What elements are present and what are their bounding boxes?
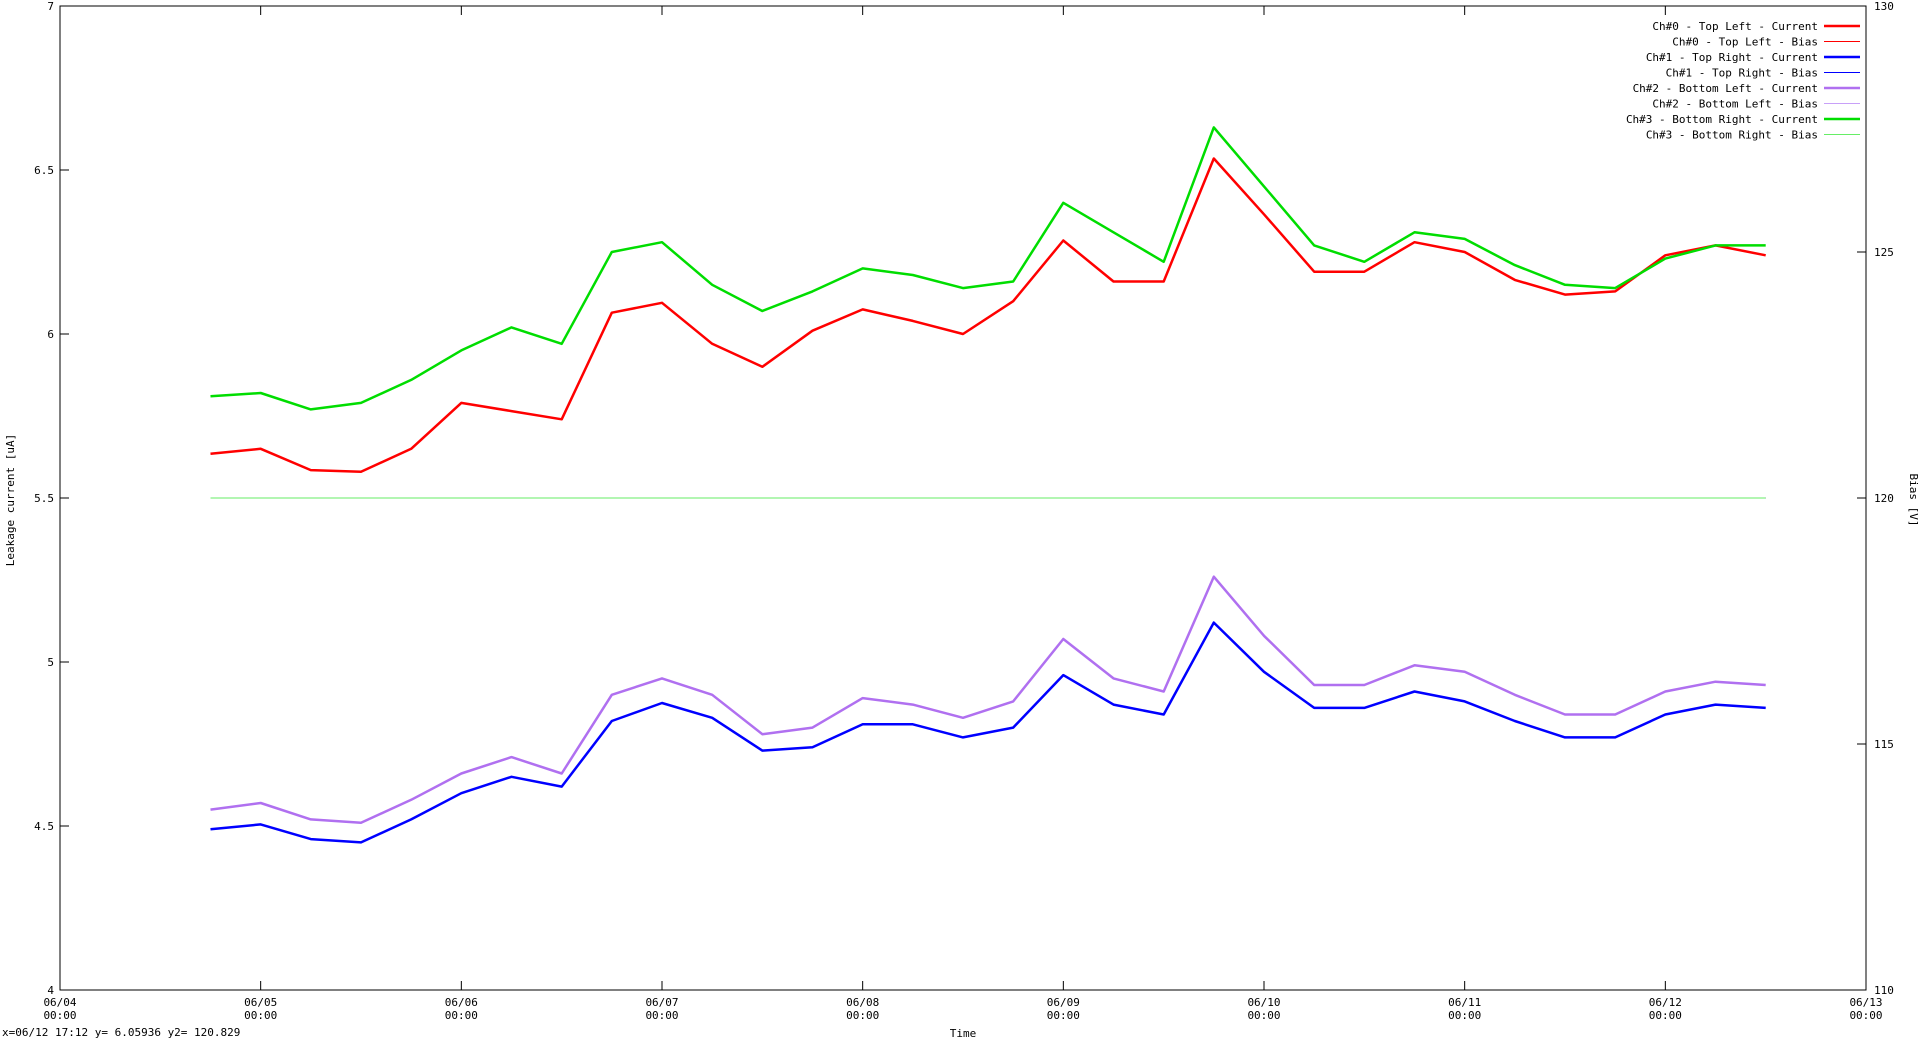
y-tick-label: 7 [47, 0, 54, 13]
legend-label: Ch#0 - Top Left - Current [1652, 20, 1818, 33]
y2-tick-label: 125 [1874, 246, 1894, 259]
legend-label: Ch#0 - Top Left - Bias [1672, 36, 1818, 49]
x-tick-label: 06/04 00:00 [43, 996, 77, 1022]
legend-label: Ch#2 - Bottom Left - Current [1633, 82, 1818, 95]
x-tick-label: 06/09 00:00 [1046, 996, 1080, 1022]
status-bar: x=06/12 17:12 y= 6.05936 y2= 120.829 [2, 1026, 241, 1039]
series-line [210, 575, 1766, 824]
legend-label: Ch#1 - Top Right - Bias [1666, 67, 1818, 80]
legend-label: Ch#3 - Bottom Right - Bias [1646, 129, 1818, 142]
legend-label: Ch#1 - Top Right - Current [1646, 51, 1818, 64]
x-tick-label: 06/05 00:00 [244, 996, 278, 1022]
series-line [210, 126, 1766, 411]
x-tick-label: 06/11 00:00 [1448, 996, 1482, 1022]
y2-tick-label: 110 [1874, 984, 1894, 997]
y2-axis-label: Bias [V] [1907, 474, 1920, 527]
y2-tick-label: 130 [1874, 0, 1894, 13]
y-tick-label: 5 [47, 656, 54, 669]
legend-label: Ch#3 - Bottom Right - Current [1626, 113, 1818, 126]
legend-label: Ch#2 - Bottom Left - Bias [1652, 98, 1818, 111]
x-tick-label: 06/13 00:00 [1849, 996, 1883, 1022]
y-tick-label: 6.5 [34, 164, 54, 177]
y-tick-label: 4.5 [34, 820, 54, 833]
y2-tick-label: 115 [1874, 738, 1894, 751]
x-tick-label: 06/10 00:00 [1247, 996, 1281, 1022]
x-tick-label: 06/06 00:00 [444, 996, 478, 1022]
series-line [210, 157, 1766, 474]
y-axis-label: Leakage current [uA] [4, 434, 17, 566]
y-tick-label: 4 [47, 984, 54, 997]
y-tick-label: 6 [47, 328, 54, 341]
series-line [210, 621, 1766, 844]
x-tick-label: 06/12 00:00 [1648, 996, 1682, 1022]
x-tick-label: 06/08 00:00 [846, 996, 880, 1022]
x-axis-label: Time [950, 1027, 977, 1040]
x-tick-label: 06/07 00:00 [645, 996, 679, 1022]
y2-tick-label: 120 [1874, 492, 1894, 505]
y-tick-label: 5.5 [34, 492, 54, 505]
